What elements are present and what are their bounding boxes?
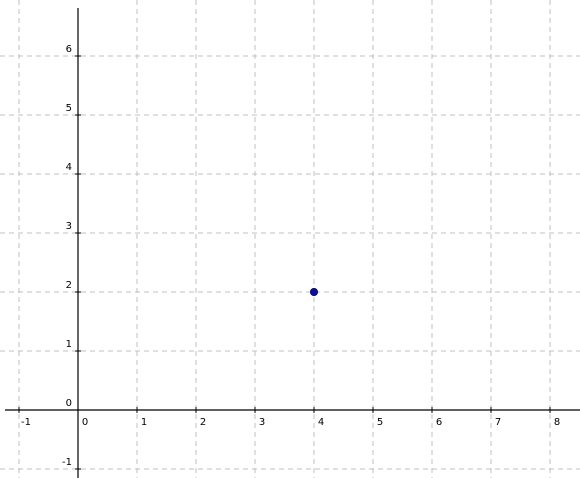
y-tick-label-2: 2 bbox=[66, 280, 72, 291]
x-tick-label-0: 0 bbox=[82, 417, 88, 428]
axes bbox=[5, 8, 580, 478]
y-tick-label-1: 1 bbox=[66, 339, 72, 350]
point-0-0[interactable] bbox=[309, 287, 318, 296]
x-tick-label-8: 8 bbox=[554, 417, 560, 428]
x-tick-label--1: -1 bbox=[21, 417, 31, 428]
x-tick-label-6: 6 bbox=[436, 417, 442, 428]
y-tick-label-5: 5 bbox=[66, 103, 72, 114]
y-tick-label-6: 6 bbox=[66, 44, 72, 55]
x-tick-label-3: 3 bbox=[259, 417, 265, 428]
x-tick-label-1: 1 bbox=[141, 417, 147, 428]
points[interactable] bbox=[309, 287, 318, 296]
tick-labels: -1 0 1 2 3 4 5 6 7 8 -1 0 1 2 3 4 5 6 bbox=[18, 44, 560, 470]
y-tick-label-0: 0 bbox=[66, 398, 72, 409]
x-tick-label-7: 7 bbox=[495, 417, 501, 428]
y-tick-label--1: -1 bbox=[62, 457, 72, 468]
x-tick-label-4: 4 bbox=[318, 417, 324, 428]
x-tick-label-2: 2 bbox=[200, 417, 206, 428]
y-tick-label-4: 4 bbox=[66, 162, 72, 173]
y-tick-label-3: 3 bbox=[66, 221, 72, 232]
x-tick-label-5: 5 bbox=[377, 417, 383, 428]
